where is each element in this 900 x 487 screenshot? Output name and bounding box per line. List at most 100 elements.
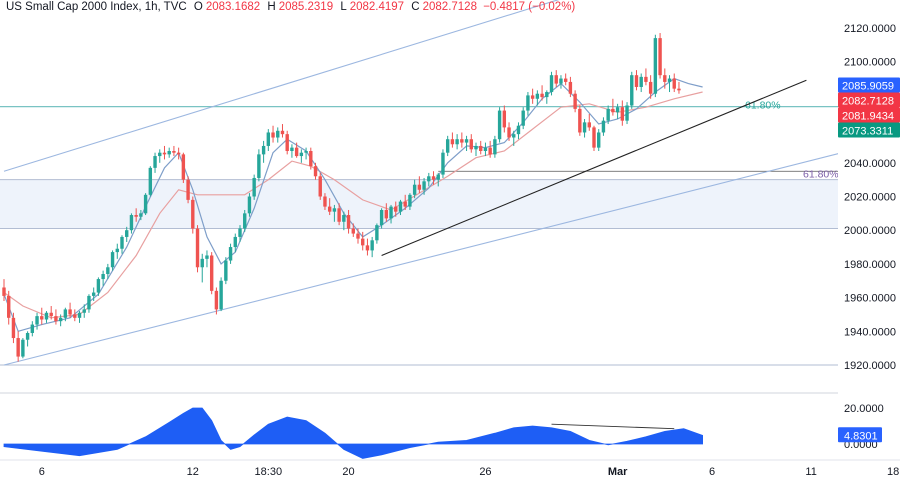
candle-body [488,147,492,155]
high-value: 2085.2319 [278,1,334,13]
candle-body [464,139,469,143]
candle-body [280,130,285,135]
candle-body [620,107,625,121]
candle-body [375,225,379,241]
candle-body [82,309,86,313]
candle-body [115,248,119,253]
candle-body [153,156,157,168]
x-tick-label: 26 [479,466,491,478]
candle-body [592,127,596,148]
candle-body [342,215,346,222]
candle-body [25,332,30,340]
candle-body [497,110,502,140]
open-value: 2083.1682 [205,1,261,13]
candle-body [365,245,370,251]
candle-body [337,208,341,222]
channel-lower-line [3,142,883,366]
low-label: L [340,1,347,13]
osc-tick-label: 20.0000 [844,403,884,415]
y-tick-label: 1980.0000 [844,259,896,271]
candle-body [2,287,6,296]
fib-label: 61.80% [745,100,781,112]
divergence-line [551,423,675,430]
candle-body [309,151,313,167]
osc-value-text: 4.8301 [844,430,878,442]
x-tick-label: 11 [805,466,816,478]
candle-body [346,215,351,229]
candle-body [412,184,417,195]
candle-body [394,206,398,212]
candle-body [323,196,327,207]
x-tick-label: 6 [709,466,715,478]
x-tick-label: 20 [342,466,354,478]
candle-body [35,316,39,325]
candle-body [49,312,53,317]
candle-body [516,125,521,135]
candle-body [158,152,162,157]
candle-body [290,147,294,152]
candle-body [172,151,176,153]
price-label-box [838,122,900,138]
candle-body [507,127,511,138]
candle-body [417,184,422,190]
channel-upper-line [3,0,560,172]
candle-body [545,92,549,98]
candle-body [134,215,138,217]
candle-body [450,139,455,145]
candle-body [530,95,535,99]
candle-body [370,240,374,251]
candle-body [502,110,507,128]
candle-body [332,208,337,212]
candle-body [214,290,219,310]
candle-body [667,78,672,82]
candle-body [422,181,426,190]
candle-body [379,209,384,226]
price-label-text: 2082.7128 [842,95,894,107]
candle-body [11,317,16,339]
candle-body [58,317,63,322]
price-label-box [838,92,900,108]
candle-body [73,314,77,318]
candle-body [658,38,662,76]
candle-body [408,194,412,207]
candle-body [630,75,634,106]
candle-body [162,152,167,155]
symbol-title: US Small Cap 2000 Index, 1h, TVC [6,1,187,13]
fib-label: 61.80% [803,169,839,181]
candle-body [615,107,620,113]
low-value: 2082.4197 [349,1,405,13]
candle-body [361,238,365,246]
candle-body [224,260,228,281]
candle-body [96,279,101,293]
candle-body [16,338,20,357]
candle-body [648,81,653,94]
candle-body [436,174,440,180]
candle-body [238,228,242,237]
candle-body [106,267,110,275]
candle-body [582,122,587,133]
candle-body [304,151,308,153]
price-label-text: 2073.3311 [842,125,893,137]
candle-body [167,151,171,155]
candle-body [403,201,407,207]
candle-body [125,230,129,237]
candle-body [634,75,639,87]
candle-body [77,312,82,318]
candle-body [327,206,332,212]
candle-body [474,145,478,150]
candle-body [299,152,304,157]
candle-body [285,134,289,152]
candle-body [677,88,681,91]
candle-body [384,209,389,219]
candle-body [181,154,186,180]
y-tick-label: 2040.0000 [844,158,896,170]
open-label: O [193,1,203,13]
candle-body [205,255,209,259]
candle-body [672,78,676,89]
candle-body [195,228,200,268]
candle-body [294,147,299,157]
price-label-box [838,107,900,123]
candle-body [568,81,573,94]
y-tick-label: 2020.0000 [844,192,896,204]
